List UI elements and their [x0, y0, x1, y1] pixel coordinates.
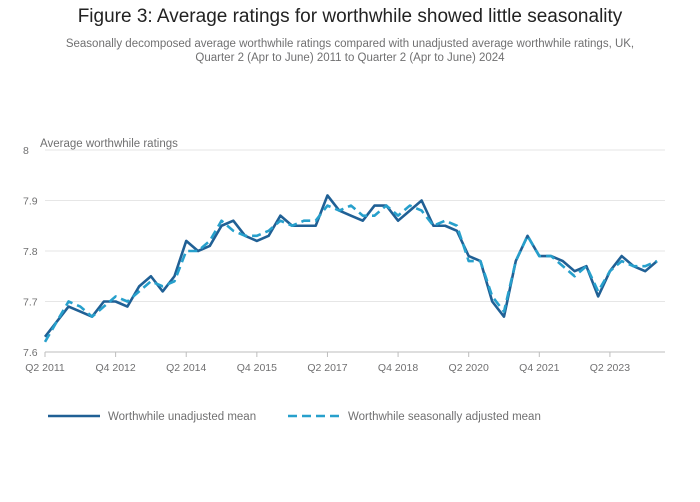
- legend-item: Worthwhile unadjusted mean: [48, 411, 256, 423]
- legend-item: Worthwhile seasonally adjusted mean: [288, 411, 541, 423]
- series-lines: [43, 194, 658, 343]
- chart-title: Figure 3: Average ratings for worthwhile…: [77, 6, 623, 27]
- chart-subtitle: Seasonally decomposed average worthwhile…: [20, 37, 680, 65]
- y-tick-label: 7.7: [23, 297, 38, 309]
- x-tick-label: Q2 2011: [25, 362, 65, 374]
- y-axis-label: Average worthwhile ratings: [40, 138, 178, 150]
- subtitle-line-1: Seasonally decomposed average worthwhile…: [65, 38, 635, 50]
- y-tick-label: 7.6: [23, 347, 38, 359]
- x-tick-label: Q2 2014: [166, 362, 206, 374]
- gridlines: [45, 149, 665, 302]
- x-tick-label: Q4 2015: [237, 362, 277, 374]
- x-tick-label: Q4 2018: [378, 362, 418, 374]
- x-tick-label: Q2 2017: [307, 362, 347, 374]
- y-tick-label: 7.8: [23, 246, 38, 258]
- y-tick-label: 8: [23, 145, 29, 157]
- legend-label: Worthwhile unadjusted mean: [108, 411, 256, 423]
- x-tick-label: Q4 2012: [95, 362, 135, 374]
- legend: Worthwhile unadjusted mean Worthwhile sea…: [48, 411, 541, 423]
- legend-label: Worthwhile seasonally adjusted mean: [348, 411, 541, 423]
- subtitle-line-2: Quarter 2 (Apr to June) 2011 to Quarter …: [195, 52, 505, 64]
- y-tick-labels: 7.6 7.7 7.8 7.9 8: [23, 145, 38, 359]
- series-line-seasonally-adjusted: [43, 204, 658, 343]
- series-line-unadjusted: [43, 194, 658, 338]
- x-tick-label: Q4 2021: [519, 362, 559, 374]
- x-tick-label: Q2 2020: [449, 362, 489, 374]
- x-tick-label: Q2 2023: [590, 362, 630, 374]
- x-axis-ticks: Q2 2011 Q4 2012 Q2 2014 Q4 2015 Q2 2017 Q4 20…: [25, 352, 630, 374]
- y-tick-label: 7.9: [23, 196, 38, 208]
